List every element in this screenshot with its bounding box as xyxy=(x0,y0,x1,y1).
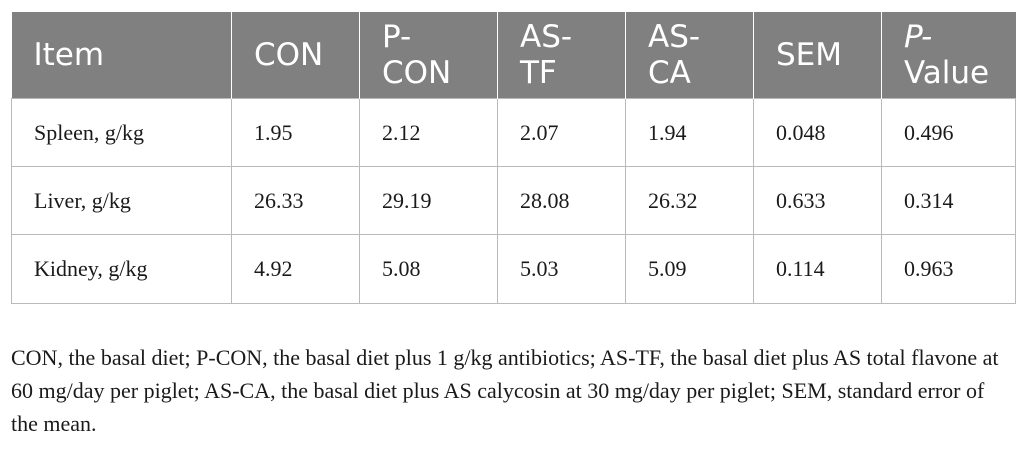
table-cell: 0.496 xyxy=(881,98,1016,167)
table-cell: 5.08 xyxy=(359,234,498,304)
table-cell: 0.314 xyxy=(881,166,1016,235)
table-cell: 0.048 xyxy=(753,98,882,167)
header-as-ca: AS- CA xyxy=(625,12,754,99)
table-cell: 0.963 xyxy=(881,234,1016,304)
header-as-tf: AS- TF xyxy=(497,12,626,99)
row-label: Liver, g/kg xyxy=(11,166,232,235)
table-cell: 28.08 xyxy=(497,166,626,235)
table-row: Spleen, g/kg 1.95 2.12 2.07 1.94 0.048 0… xyxy=(11,98,1016,167)
table-row: Kidney, g/kg 4.92 5.08 5.03 5.09 0.114 0… xyxy=(11,234,1016,304)
table-cell: 5.09 xyxy=(625,234,754,304)
table-cell: 4.92 xyxy=(231,234,360,304)
header-row: Item CON P- CON AS- TF AS- CA SEM P- Value xyxy=(11,12,1016,99)
row-label: Kidney, g/kg xyxy=(11,234,232,304)
table-cell: 29.19 xyxy=(359,166,498,235)
organ-weight-table: Item CON P- CON AS- TF AS- CA SEM P- Value S… xyxy=(11,12,1016,304)
table-footnote: CON, the basal diet; P-CON, the basal di… xyxy=(11,345,999,436)
table-cell: 2.12 xyxy=(359,98,498,167)
table-cell: 1.95 xyxy=(231,98,360,167)
table-cell: 0.633 xyxy=(753,166,882,235)
row-label: Spleen, g/kg xyxy=(11,98,232,167)
table-cell: 26.33 xyxy=(231,166,360,235)
table-cell: 1.94 xyxy=(625,98,754,167)
header-p-value: P- Value xyxy=(881,12,1016,99)
header-p-con: P- CON xyxy=(359,12,498,99)
header-item: Item xyxy=(11,12,232,99)
header-sem: SEM xyxy=(753,12,882,99)
table-row: Liver, g/kg 26.33 29.19 28.08 26.32 0.63… xyxy=(11,166,1016,235)
header-con: CON xyxy=(231,12,360,99)
table-cell: 2.07 xyxy=(497,98,626,167)
table-cell: 5.03 xyxy=(497,234,626,304)
table-cell: 26.32 xyxy=(625,166,754,235)
table-cell: 0.114 xyxy=(753,234,882,304)
data-table-container: Item CON P- CON AS- TF AS- CA SEM P- Value S… xyxy=(11,12,1016,304)
